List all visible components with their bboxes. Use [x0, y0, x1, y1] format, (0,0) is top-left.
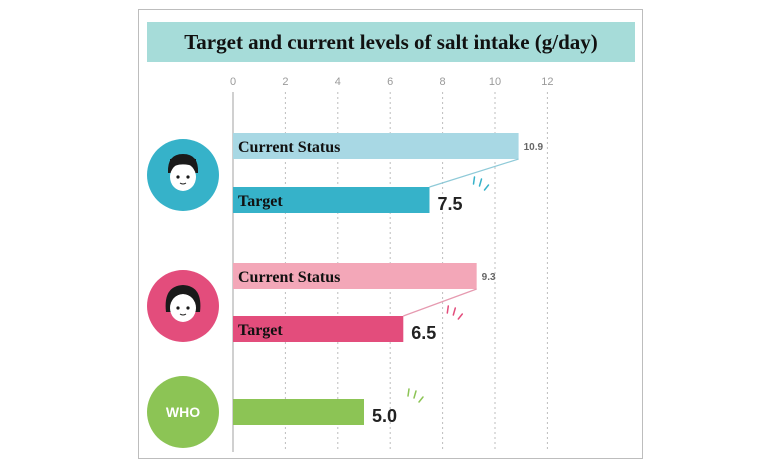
chart-title-box: Target and current levels of salt intake…	[147, 22, 635, 62]
data-label: 6.5	[411, 323, 436, 343]
woman-icon	[147, 270, 219, 342]
fringe	[170, 159, 196, 169]
eye	[176, 175, 180, 179]
bar-men-target	[233, 187, 430, 213]
group-icons: WHO	[147, 139, 219, 448]
eye	[186, 306, 190, 310]
tick-label: 12	[541, 76, 553, 88]
emphasis-mark	[478, 178, 483, 187]
connector-women	[403, 288, 477, 317]
bar-men-current-status	[233, 133, 519, 159]
emphasis-mark	[446, 305, 450, 314]
data-label: 7.5	[438, 194, 463, 214]
tick-label: 2	[282, 76, 288, 88]
bar-label: Target	[238, 322, 283, 339]
who-icon-label: WHO	[166, 404, 200, 420]
emphasis-mark	[472, 176, 476, 185]
data-label: 5.0	[372, 406, 397, 426]
emphasis-mark	[483, 184, 490, 191]
eye	[186, 175, 190, 179]
bar-who-value	[233, 399, 364, 425]
emphasis-mark	[413, 390, 417, 399]
bar-label: Current Status	[238, 139, 340, 156]
mouth	[179, 313, 187, 316]
tick-label: 10	[489, 76, 501, 88]
bar-women-target	[233, 316, 404, 342]
emphasis-mark	[452, 307, 457, 316]
emphasis-mark	[457, 313, 464, 320]
fringe	[173, 289, 193, 298]
man-icon	[147, 139, 219, 211]
face	[170, 294, 196, 322]
icon-circle	[147, 376, 219, 448]
data-label: 10.9	[524, 142, 544, 153]
data-label: 9.3	[482, 272, 496, 283]
tick-label: 4	[335, 76, 341, 88]
face	[170, 163, 196, 191]
x-axis-ticks: 0 2 4 6 8 10 12	[230, 76, 554, 88]
mouth	[179, 182, 187, 185]
chart-title: Target and current levels of salt intake…	[184, 29, 598, 54]
emphasis-mark	[418, 396, 424, 403]
connector-men	[429, 158, 519, 188]
bar-label: Current Status	[238, 269, 340, 286]
tick-label: 6	[387, 76, 393, 88]
tick-label: 0	[230, 76, 236, 88]
bars: Current Status 10.9 Target 7.5 Current Statu…	[233, 133, 543, 426]
bar-women-current-status	[233, 263, 477, 289]
tick-label: 8	[440, 76, 446, 88]
emphasis-mark	[407, 388, 410, 397]
who-icon: WHO	[147, 376, 219, 448]
bar-label: Target	[238, 193, 283, 210]
eye	[176, 306, 180, 310]
